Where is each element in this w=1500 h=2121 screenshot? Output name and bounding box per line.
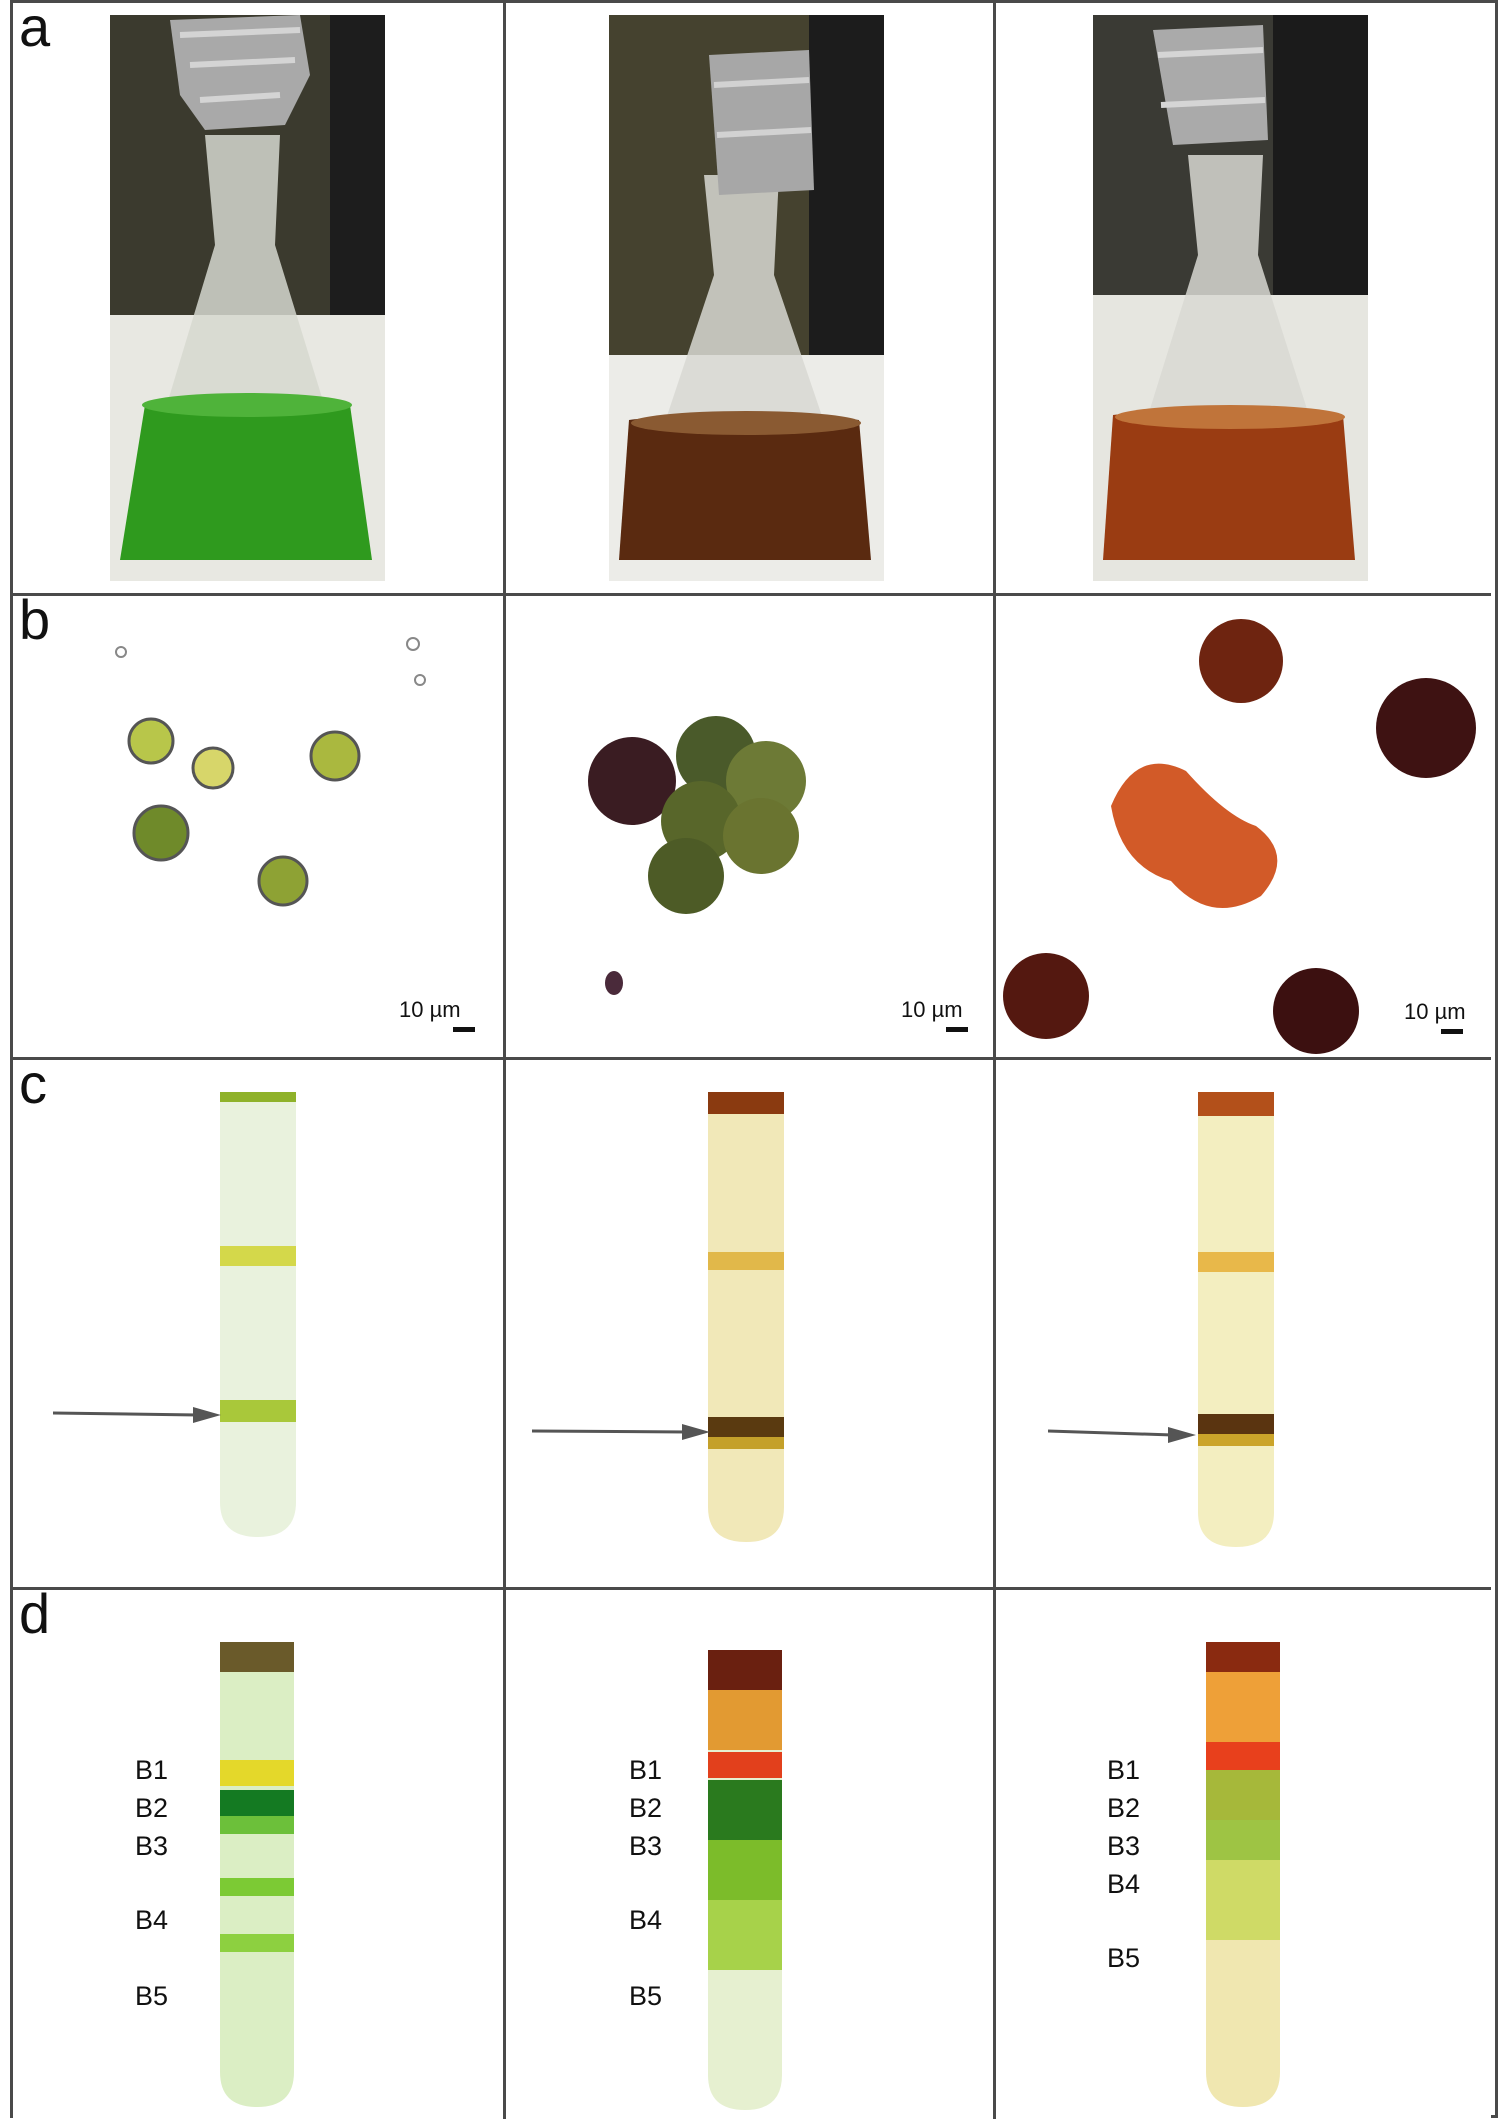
panel-a-green-flask: a (13, 3, 506, 596)
band-label-b1: B1 (629, 1755, 663, 1785)
brown-flask-photo (609, 15, 884, 581)
band-label-b4: B4 (135, 1905, 169, 1935)
panel-d-green-pigments: d B1 B2 B3 B4 B5 (13, 1590, 506, 2119)
panel-a-brown-flask (506, 3, 996, 596)
panel-letter-d: d (19, 1590, 51, 1645)
panel-d-brown-pigments: B1 B2 B3 B4 B5 (506, 1590, 996, 2119)
panel-letter-a: a (19, 3, 51, 58)
scale-bar (453, 1027, 475, 1032)
panel-c-green-gradient: c (13, 1060, 506, 1590)
gradient-tube-orange (1198, 1092, 1274, 1547)
panel-d-orange-pigments: B1 B2 B3 B4 B5 (996, 1590, 1491, 2119)
scale-bar-label: 10 µm (1404, 999, 1466, 1024)
band-label-b5: B5 (1107, 1943, 1141, 1973)
gradient-tube-green (220, 1092, 296, 1537)
band-label-b3: B3 (135, 1831, 169, 1861)
orange-cells-micrograph (1003, 619, 1476, 1054)
band-label-b2: B2 (629, 1793, 663, 1823)
orange-flask-photo (1093, 15, 1368, 581)
brown-cells-micrograph (588, 716, 806, 995)
panel-b-orange-cells: 10 µm (996, 596, 1491, 1060)
pigment-tube-green (220, 1642, 294, 2107)
panel-letter-c: c (19, 1060, 47, 1115)
pigment-tube-brown (708, 1650, 782, 2110)
band-label-b3: B3 (1107, 1831, 1141, 1861)
panel-b-brown-cells: 10 µm (506, 596, 996, 1060)
panel-c-brown-gradient (506, 1060, 996, 1590)
panel-letter-b: b (19, 596, 51, 651)
band-label-b2: B2 (135, 1793, 169, 1823)
band-label-b5: B5 (135, 1981, 169, 2011)
scale-bar (946, 1027, 968, 1032)
band-arrow (532, 1424, 710, 1440)
scale-bar-label: 10 µm (901, 997, 963, 1022)
panel-b-green-cells: b 10 µm (13, 596, 506, 1060)
band-label-b4: B4 (1107, 1869, 1141, 1899)
band-label-b5: B5 (629, 1981, 663, 2011)
green-cells-micrograph (115, 637, 426, 907)
band-label-b3: B3 (629, 1831, 663, 1861)
band-label-b1: B1 (1107, 1755, 1141, 1785)
band-label-b2: B2 (1107, 1793, 1141, 1823)
green-flask-photo (110, 15, 385, 581)
gradient-tube-brown (708, 1092, 784, 1542)
panel-c-orange-gradient (996, 1060, 1491, 1590)
band-label-b4: B4 (629, 1905, 663, 1935)
scale-bar-label: 10 µm (399, 997, 461, 1022)
band-arrow (53, 1407, 221, 1423)
band-label-b1: B1 (135, 1755, 169, 1785)
panel-a-orange-flask (996, 3, 1491, 596)
pigment-tube-orange (1206, 1642, 1280, 2107)
scale-bar (1441, 1029, 1463, 1034)
band-arrow (1048, 1427, 1196, 1443)
figure-grid: a (10, 0, 1498, 2119)
